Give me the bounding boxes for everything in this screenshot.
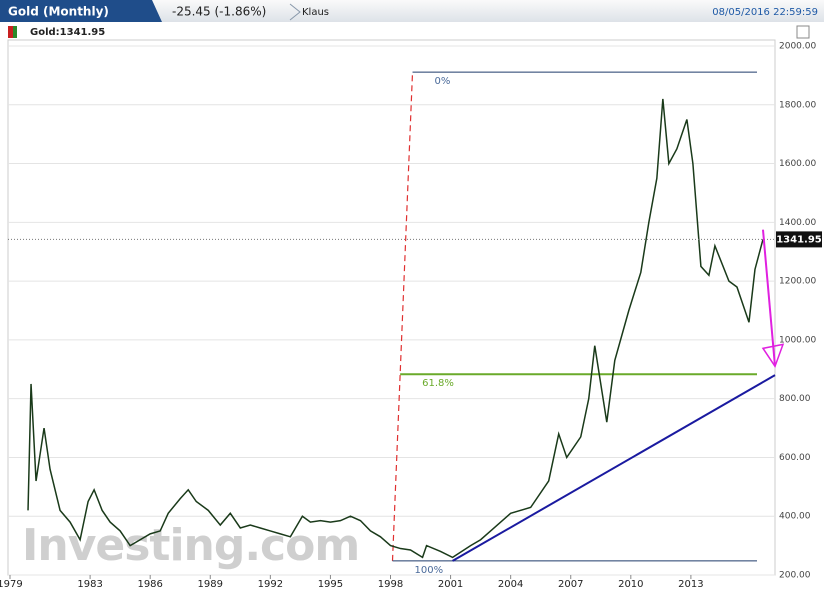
- x-tick-label: 1998: [378, 579, 403, 590]
- x-tick-label: 2004: [498, 579, 523, 590]
- fib-label: 61.8%: [422, 378, 454, 389]
- y-tick-label: 1800.00: [779, 100, 816, 110]
- price-box-label: 1341.95: [776, 234, 822, 245]
- fib-label: 100%: [415, 565, 444, 576]
- x-tick-label: 1986: [137, 579, 162, 590]
- header-timestamp: 08/05/2016 22:59:59: [712, 7, 818, 18]
- x-tick-label: 2007: [558, 579, 583, 590]
- fib-anchor: [391, 72, 414, 561]
- y-tick-label: 400.00: [779, 512, 811, 522]
- title-tab: [0, 0, 162, 22]
- legend-label: Gold:1341.95: [30, 27, 105, 38]
- price-box: [776, 231, 822, 248]
- y-tick-label: 1200.00: [779, 277, 816, 287]
- x-tick-label: 2001: [438, 579, 463, 590]
- x-tick-label: 1979: [0, 579, 23, 590]
- collapse-button[interactable]: [796, 25, 810, 39]
- y-tick-label: 1600.00: [779, 159, 816, 169]
- separator: [289, 3, 301, 21]
- plot-frame: [7, 39, 776, 576]
- watermark: Investing.com: [22, 520, 359, 571]
- y-tick-label: 800.00: [779, 394, 811, 404]
- arrow-head: [761, 343, 785, 368]
- x-tick-label: 1983: [77, 579, 102, 590]
- x-tick-label: 2010: [618, 579, 643, 590]
- header-change: -25.45 (-1.86%): [172, 5, 266, 19]
- y-tick-label: 200.00: [779, 571, 811, 581]
- y-tick-label: 1400.00: [779, 218, 816, 228]
- fib-label: 0%: [435, 76, 451, 87]
- header-user: Klaus: [302, 7, 329, 18]
- forecast-arrow: [761, 229, 776, 367]
- x-tick-label: 1989: [198, 579, 223, 590]
- x-tick-label: 1995: [318, 579, 343, 590]
- header-title: Gold (Monthly): [8, 5, 109, 19]
- y-tick-label: 2000.00: [779, 42, 816, 52]
- price-line: [27, 98, 764, 559]
- legend-icon: [8, 26, 13, 38]
- header-bar: [0, 0, 824, 22]
- legend-icon: [13, 26, 17, 38]
- y-tick-label: 600.00: [779, 453, 811, 463]
- x-tick-label: 1992: [258, 579, 283, 590]
- y-tick-label: 1000.00: [779, 335, 816, 345]
- x-tick-label: 2013: [678, 579, 703, 590]
- trendline: [452, 374, 776, 562]
